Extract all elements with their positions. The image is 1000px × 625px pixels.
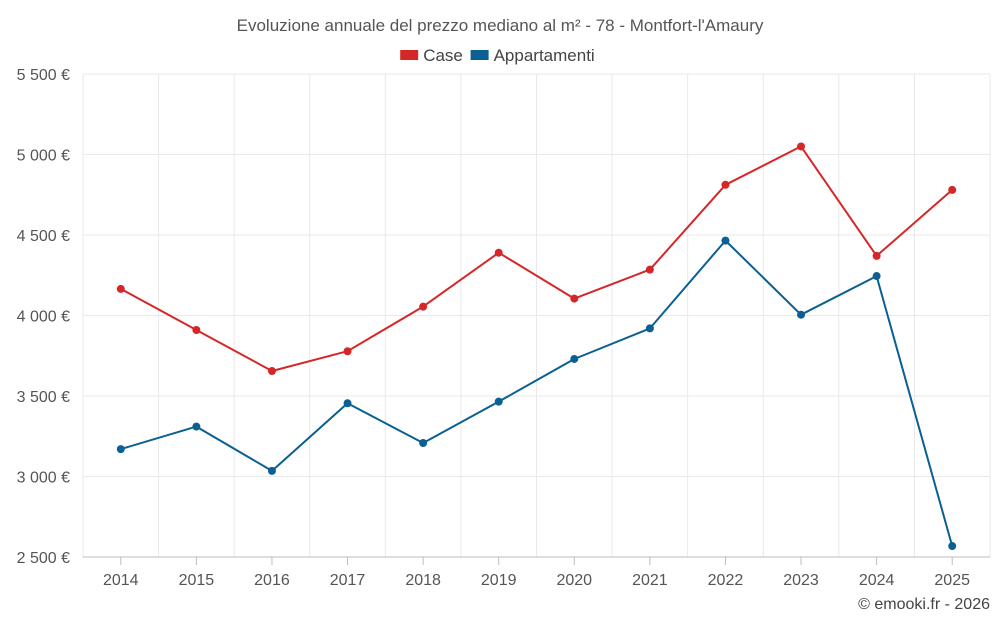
y-tick-label: 3 500 € [17,389,70,406]
series-line-appartamenti [120,239,954,547]
y-axis: 2 500 € 3 000 € 3 500 € 4 000 € 4 500 € 5 000… [17,67,70,567]
series-line-case [120,145,953,372]
x-tick-label: 2015 [179,572,215,589]
series-case[interactable] [116,142,957,376]
x-tick-label: 2024 [859,572,895,589]
gridlines [82,73,991,557]
data-point-case[interactable] [267,367,276,376]
x-tick-label: 2020 [556,572,592,589]
data-point-appartamenti[interactable] [872,272,881,281]
data-point-case[interactable] [948,185,957,194]
data-point-case[interactable] [570,294,579,303]
series-appartamenti[interactable] [116,236,957,551]
data-point-appartamenti[interactable] [267,466,276,475]
data-point-appartamenti[interactable] [721,236,730,245]
x-tick-label: 2019 [481,572,517,589]
data-point-appartamenti[interactable] [494,397,503,406]
data-point-appartamenti[interactable] [948,542,957,551]
legend[interactable]: Case Appartamenti [400,46,595,65]
data-point-appartamenti[interactable] [797,310,806,319]
data-point-case[interactable] [872,251,881,260]
series-layer [116,142,957,551]
x-tick-label: 2022 [708,572,744,589]
credit-text: © emooki.fr - 2026 [858,596,990,613]
x-tick-label: 2016 [254,572,290,589]
data-point-case[interactable] [645,265,654,274]
data-point-case[interactable] [494,248,503,257]
legend-label: Appartamenti [494,46,595,65]
data-point-appartamenti[interactable] [570,354,579,363]
legend-label: Case [423,46,463,65]
y-tick-label: 2 500 € [17,550,70,567]
legend-swatch [470,50,489,60]
data-point-appartamenti[interactable] [645,324,654,333]
y-tick-label: 3 000 € [17,470,70,487]
y-tick-label: 4 000 € [17,309,70,326]
data-point-case[interactable] [116,284,125,293]
data-point-case[interactable] [343,347,352,356]
data-point-appartamenti[interactable] [116,445,125,454]
x-tick-label: 2018 [405,572,441,589]
data-point-appartamenti[interactable] [343,399,352,408]
x-axis: 2014 2015 2016 2017 2018 2019 2020 2021 2022 2023… [83,556,990,589]
x-tick-label: 2017 [330,572,366,589]
y-tick-label: 4 500 € [17,228,70,245]
legend-item-appartamenti[interactable]: Appartamenti [470,46,595,65]
data-point-case[interactable] [419,302,428,311]
y-tick-label: 5 000 € [17,148,70,165]
data-point-case[interactable] [797,142,806,151]
x-tick-label: 2014 [103,572,139,589]
chart-title: Evoluzione annuale del prezzo mediano al… [237,16,764,35]
data-point-appartamenti[interactable] [419,439,428,448]
legend-swatch [400,50,419,60]
data-point-appartamenti[interactable] [192,422,201,431]
x-tick-label: 2023 [783,572,819,589]
data-point-case[interactable] [721,180,730,189]
x-tick-label: 2025 [934,572,970,589]
y-tick-label: 5 500 € [17,67,70,84]
x-tick-label: 2021 [632,572,668,589]
legend-item-case[interactable]: Case [400,46,463,65]
data-point-case[interactable] [192,325,201,334]
